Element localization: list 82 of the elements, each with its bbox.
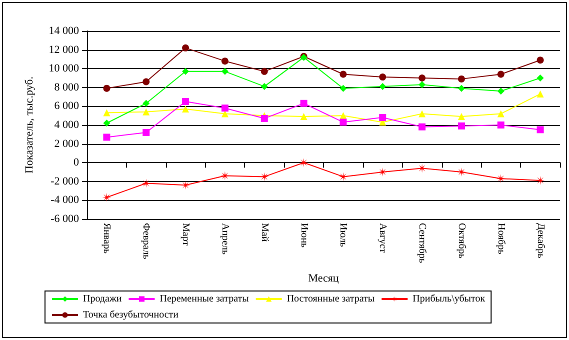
point [496, 174, 506, 184]
x-tick-label: Октябрь [456, 223, 467, 259]
point [221, 104, 228, 112]
point [418, 123, 426, 130]
point [103, 109, 110, 116]
point [299, 158, 308, 168]
point [536, 176, 545, 185]
point [182, 106, 190, 113]
y-tick-label: -6 000 [50, 213, 80, 225]
point [182, 44, 190, 52]
point [497, 122, 504, 128]
x-tick-label: Декабрь [534, 223, 546, 259]
point [103, 120, 110, 127]
point [497, 70, 504, 78]
point [379, 82, 386, 90]
point [103, 84, 110, 92]
point [300, 100, 308, 107]
x-tick-label: Май [258, 223, 270, 242]
point [260, 82, 268, 90]
y-tick-label: 4 000 [54, 119, 80, 131]
point [338, 172, 348, 182]
y-axis-title: Показатель, тыс.руб. [24, 76, 36, 174]
point [300, 113, 308, 120]
point [260, 68, 268, 75]
point [142, 129, 150, 136]
point [418, 74, 426, 82]
point [536, 90, 544, 98]
point [260, 114, 268, 122]
y-tick-label: 0 [74, 156, 80, 169]
point [182, 98, 190, 105]
y-tick-label: 2 000 [54, 138, 80, 150]
point [221, 58, 228, 65]
x-tick-label: Март [180, 223, 192, 246]
point [458, 84, 465, 92]
x-tick-label: Февраль [140, 223, 152, 260]
point [379, 114, 386, 121]
y-tick-label: 6 000 [54, 100, 80, 112]
point [221, 68, 228, 75]
legend-label: Переменные затраты [160, 294, 250, 304]
point [418, 81, 426, 88]
legend-label: Продажи [83, 294, 122, 304]
point [142, 100, 150, 107]
y-tick-label: 10 000 [48, 62, 80, 75]
legend-label: Точка безубыточности [83, 310, 180, 320]
point [102, 192, 112, 202]
x-tick-label: Июнь [298, 223, 310, 248]
point [418, 110, 426, 118]
point [220, 171, 230, 180]
point [497, 88, 504, 95]
x-tick-label: Сентябрь [416, 223, 428, 264]
point [181, 180, 190, 190]
point [142, 108, 150, 116]
y-tick-label: 12 000 [48, 44, 80, 56]
point [536, 56, 544, 64]
point [142, 78, 150, 86]
point [340, 84, 347, 92]
y-tick-label: -2 000 [50, 175, 80, 188]
x-tick-label: Апрель [219, 223, 230, 255]
point [340, 70, 347, 78]
x-axis-title: Месяц [308, 272, 339, 284]
x-tick-label: Ноябрь [495, 223, 506, 255]
y-tick-label: 8 000 [54, 81, 80, 94]
point [103, 134, 110, 141]
point [182, 68, 190, 75]
point [458, 122, 465, 130]
point [379, 74, 386, 81]
legend-label: Постоянные затраты [286, 294, 375, 304]
x-tick-label: Август [377, 223, 388, 254]
point [418, 164, 427, 173]
point [497, 110, 504, 118]
point [378, 168, 388, 176]
point [458, 113, 465, 120]
legend-label: Прибыль\убыток [412, 294, 486, 304]
x-tick-label: Июль [338, 223, 349, 248]
point [456, 168, 466, 176]
x-tick-label: Январь [101, 223, 112, 254]
y-tick-label: -4 000 [50, 194, 80, 206]
point [536, 74, 544, 82]
point [458, 75, 465, 82]
point [340, 118, 347, 126]
point [536, 126, 544, 134]
y-tick-label: 14 000 [48, 25, 80, 37]
